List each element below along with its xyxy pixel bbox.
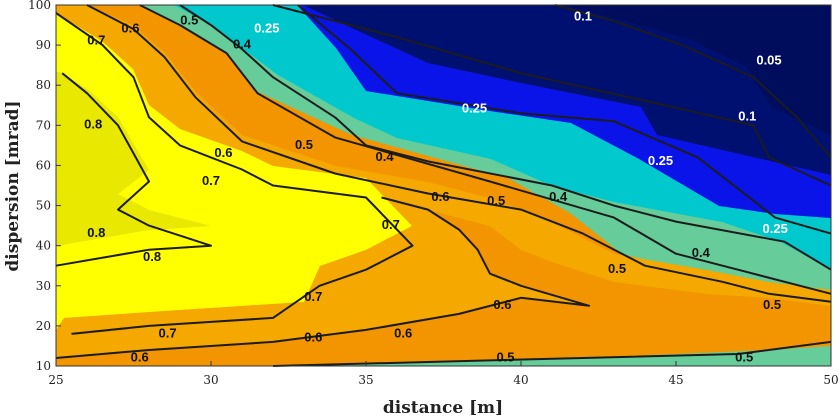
contour-label: 0.7 [87,33,105,48]
y-tick-label: 70 [36,118,51,132]
contour-line-0_25-2 [297,4,832,235]
contour-label: 0.5 [496,349,514,364]
region-0.7-0.8 [56,13,412,366]
contour-label: 0.25 [763,221,788,236]
x-tick-label: 30 [203,373,218,387]
y-tick-label: 60 [36,158,51,172]
y-tick-label: 100 [28,0,51,12]
x-axis-label: distance [m] [383,398,503,418]
contour-label: 0.8 [143,249,161,264]
contour-line-0_5-9 [272,340,832,367]
contour-label: 0.6 [304,329,322,344]
x-tick-label: 25 [48,373,63,387]
contour-label: 0.6 [121,21,139,36]
contour-label: 0.25 [462,101,487,116]
region-lower-0.4-0.5 [304,346,831,366]
x-tick-label: 50 [823,373,838,387]
contour-line-0_6-8 [55,196,591,359]
contour-label: 0.5 [735,349,753,364]
region-above-0.8 [56,72,211,246]
contour-label: 0.25 [648,153,673,168]
contour-label: 0.6 [493,297,511,312]
y-tick-label: 10 [36,359,51,373]
contour-line-0_5-4 [139,4,832,295]
plot-frame [55,4,832,367]
region-lower-0.6-0.7 [56,194,590,358]
contour-label: 0.6 [431,189,449,204]
contour-line-0_7-6 [55,12,414,335]
contour-label: 0.6 [214,145,232,160]
contour-label: 0.6 [394,325,412,340]
contour-label: 0.4 [233,37,252,52]
contour-label: 0.5 [295,137,313,152]
contour-line-0_6-5 [86,4,832,303]
y-tick-label: 90 [36,38,51,52]
x-tick-label: 45 [668,373,683,387]
contour-label: 0.5 [487,193,505,208]
contour-labels: 0.050.10.10.250.250.250.250.40.40.40.40.… [84,8,788,364]
contour-label: 0.4 [376,149,395,164]
contour-line-0_1-1 [272,4,832,187]
contour-label: 0.4 [549,189,568,204]
contour-lines [55,4,832,367]
contour-label: 0.5 [180,12,198,27]
x-tick-label: 35 [358,373,373,387]
contour-label: 0.5 [608,261,626,276]
y-tick-label: 30 [36,279,51,293]
contour-label: 0.05 [756,53,781,68]
y-tick-label: 40 [36,239,51,253]
contour-label: 0.1 [574,8,592,23]
contour-line-0_05-0 [554,4,832,159]
filled-regions [56,5,831,366]
contour-line-0_4-3 [179,4,832,271]
x-tick-label: 40 [513,373,528,387]
contour-label: 0.8 [84,117,102,132]
y-axis-label: dispersion [mrad] [3,100,23,271]
contour-label: 0.8 [87,225,105,240]
contour-label: 0.1 [738,109,756,124]
contour-label: 0.6 [131,349,149,364]
y-tick-label: 80 [36,78,51,92]
region-lower-0.5-0.6 [56,210,831,366]
contour-label: 0.7 [202,173,220,188]
contour-label: 0.7 [159,325,177,340]
y-tick-label: 50 [36,199,51,213]
contour-label: 0.25 [254,21,279,36]
y-ticks: 10 20 30 40 50 60 70 80 90 100 [28,0,61,373]
contour-label: 0.4 [692,245,711,260]
contour-line-0_8-7 [55,72,212,267]
contour-label: 0.7 [382,217,400,232]
contour-label: 0.5 [763,297,781,312]
y-tick-label: 20 [36,319,51,333]
contour-label: 0.7 [304,289,322,304]
x-ticks: 25 30 35 40 45 50 [48,361,839,387]
